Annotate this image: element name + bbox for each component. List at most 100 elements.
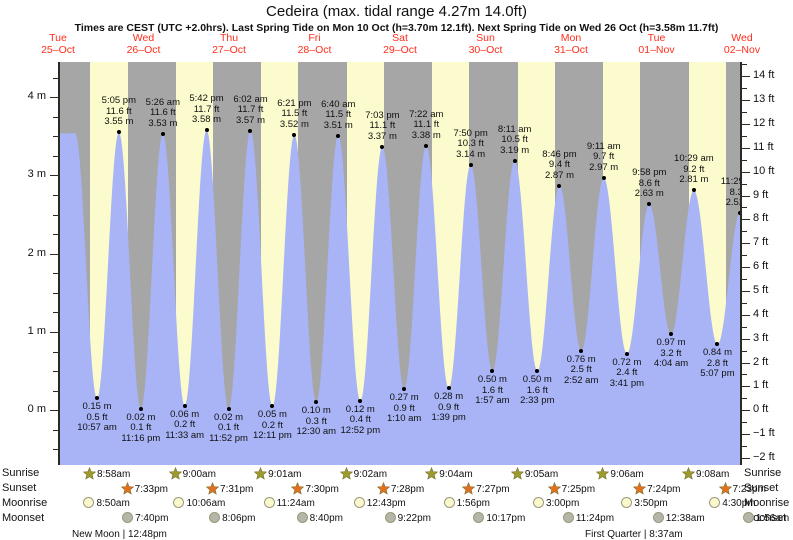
tide-time: 11:29 pm xyxy=(720,176,742,188)
tide-ft: 2.5 ft xyxy=(570,364,592,376)
tide-low-label: 0.02 m 0.1 ft 11:52 pm xyxy=(197,412,261,445)
tide-low-dot xyxy=(715,342,720,347)
tide-m: 2.97 m xyxy=(589,161,619,173)
phase-name: First Quarter xyxy=(585,529,642,540)
tide-time: 1:39 pm xyxy=(431,412,466,424)
tide-m: 3.53 m xyxy=(148,117,178,129)
tide-time: 6:40 am xyxy=(321,98,356,110)
tide-low-dot xyxy=(314,400,319,405)
tide-high-dot xyxy=(292,132,297,137)
moonset-event-2: 8:40pm xyxy=(296,512,343,524)
axis-tick xyxy=(742,112,747,114)
day-header-31–Oct: Mon 31–Oct xyxy=(533,32,609,56)
moonrise-icon xyxy=(353,497,365,508)
tide-ft: 9.4 ft xyxy=(548,159,571,171)
axis-tick xyxy=(742,243,750,245)
axis-tick xyxy=(50,97,58,99)
moonset-time: 8:40pm xyxy=(309,513,343,524)
axis-label-right--1: −1 ft xyxy=(753,427,775,440)
row-label-moonset: Moonset xyxy=(2,512,45,524)
axis-tick xyxy=(742,410,750,412)
tide-time: 8:11 am xyxy=(497,123,532,135)
tide-time: 9:58 pm xyxy=(632,167,667,179)
row-label-right-moonrise: Moonrise xyxy=(744,497,790,509)
day-of-week: Sat xyxy=(392,32,408,44)
tide-high-dot xyxy=(336,133,341,138)
axis-tick xyxy=(742,398,747,400)
day-header-01–Nov: Tue 01–Nov xyxy=(619,32,695,56)
sunset-event-6: 7:24pm xyxy=(633,482,680,495)
axis-tick xyxy=(53,312,58,314)
tide-m: 0.15 m xyxy=(82,401,112,413)
moonset-time: 12:38am xyxy=(665,513,705,524)
tide-m: 0.84 m xyxy=(702,347,732,359)
tide-ft: 10.3 ft xyxy=(457,138,484,149)
tide-m: 2.52 m xyxy=(725,197,742,209)
axis-tick xyxy=(742,326,747,328)
star-icon xyxy=(120,482,134,495)
moonset-event-1: 8:06pm xyxy=(209,512,255,524)
tide-m: 3.57 m xyxy=(235,114,265,126)
moonrise-event-7: 4:30pm xyxy=(709,497,756,509)
tide-curve xyxy=(58,130,742,465)
star-icon xyxy=(376,482,390,495)
day-of-week: Tue xyxy=(49,32,67,44)
tide-time: 12:30 am xyxy=(296,426,337,438)
moonrise-icon xyxy=(263,497,275,508)
moonrise-time: 4:30pm xyxy=(722,498,756,509)
moonrise-icon xyxy=(709,497,721,508)
sunrise-time: 9:06am xyxy=(610,469,644,480)
star-icon xyxy=(82,467,96,480)
tide-time: 10:29 am xyxy=(674,153,714,165)
sunset-time: 7:28pm xyxy=(390,484,425,495)
tide-m: 3.52 m xyxy=(279,118,309,130)
axis-tick xyxy=(742,88,747,90)
moonset-event-0: 7:40pm xyxy=(122,512,168,524)
tide-ft: 3.2 ft xyxy=(660,347,682,359)
axis-tick xyxy=(50,410,58,412)
axis-tick xyxy=(53,155,58,157)
axis-tick xyxy=(742,100,750,102)
tide-time: 3:41 pm xyxy=(609,377,645,389)
tide-m: 3.55 m xyxy=(104,116,134,128)
moonrise-event-5: 3:00pm xyxy=(532,497,579,509)
sunrise-time: 9:04am xyxy=(439,469,473,480)
sunset-event-7: 7:23pm xyxy=(718,482,766,495)
star-icon xyxy=(462,482,476,495)
sunset-event-0: 7:33pm xyxy=(120,482,168,495)
day-header-row: Tue 25–Oct Wed 26–Oct Thu 27–Oct Fri 28–Oct Sat 2… xyxy=(0,0,793,60)
moonset-time: 9:22pm xyxy=(397,513,431,524)
axis-label-right-8: 8 ft xyxy=(753,212,769,225)
axis-tick xyxy=(742,446,747,447)
moonrise-event-3: 12:43pm xyxy=(353,497,406,509)
moonset-time: 8:06pm xyxy=(222,513,256,524)
tide-low-dot xyxy=(358,398,363,403)
axis-tick xyxy=(742,159,747,161)
sunset-time: 7:25pm xyxy=(561,484,596,495)
moonset-icon xyxy=(562,512,574,523)
tide-m: 3.14 m xyxy=(456,148,486,160)
moon-phase-0: New Moon | 12:48pm xyxy=(72,529,167,540)
axis-label-right-4: 4 ft xyxy=(753,307,769,320)
tide-high-label: 10:29 am 9.2 ft 2.81 m xyxy=(662,154,726,186)
axis-label-right-7: 7 ft xyxy=(753,236,769,249)
tide-ft: 0.1 ft xyxy=(130,422,152,434)
moonrise-event-6: 3:50pm xyxy=(621,497,668,509)
axis-tick xyxy=(742,350,747,352)
tide-ft: 2.8 ft xyxy=(706,357,729,369)
axis-tick xyxy=(50,253,58,255)
tide-low-dot xyxy=(446,386,451,391)
sunset-time: 7:30pm xyxy=(305,484,339,495)
tide-m: 3.19 m xyxy=(500,144,530,156)
tide-m: 0.27 m xyxy=(389,392,419,404)
sunrise-event-5: 9:05am xyxy=(510,467,558,480)
tide-ft: 11.5 ft xyxy=(281,108,308,120)
tide-high-dot xyxy=(512,158,517,163)
tide-high-dot xyxy=(204,128,209,133)
moonset-event-7: 1:56am xyxy=(742,512,789,524)
axis-tick xyxy=(742,302,747,304)
tide-high-label: 9:58 pm 8.6 ft 2.63 m xyxy=(617,168,681,200)
axis-tick xyxy=(53,429,58,431)
tide-high-dot xyxy=(738,211,742,216)
axis-tick xyxy=(742,314,750,316)
